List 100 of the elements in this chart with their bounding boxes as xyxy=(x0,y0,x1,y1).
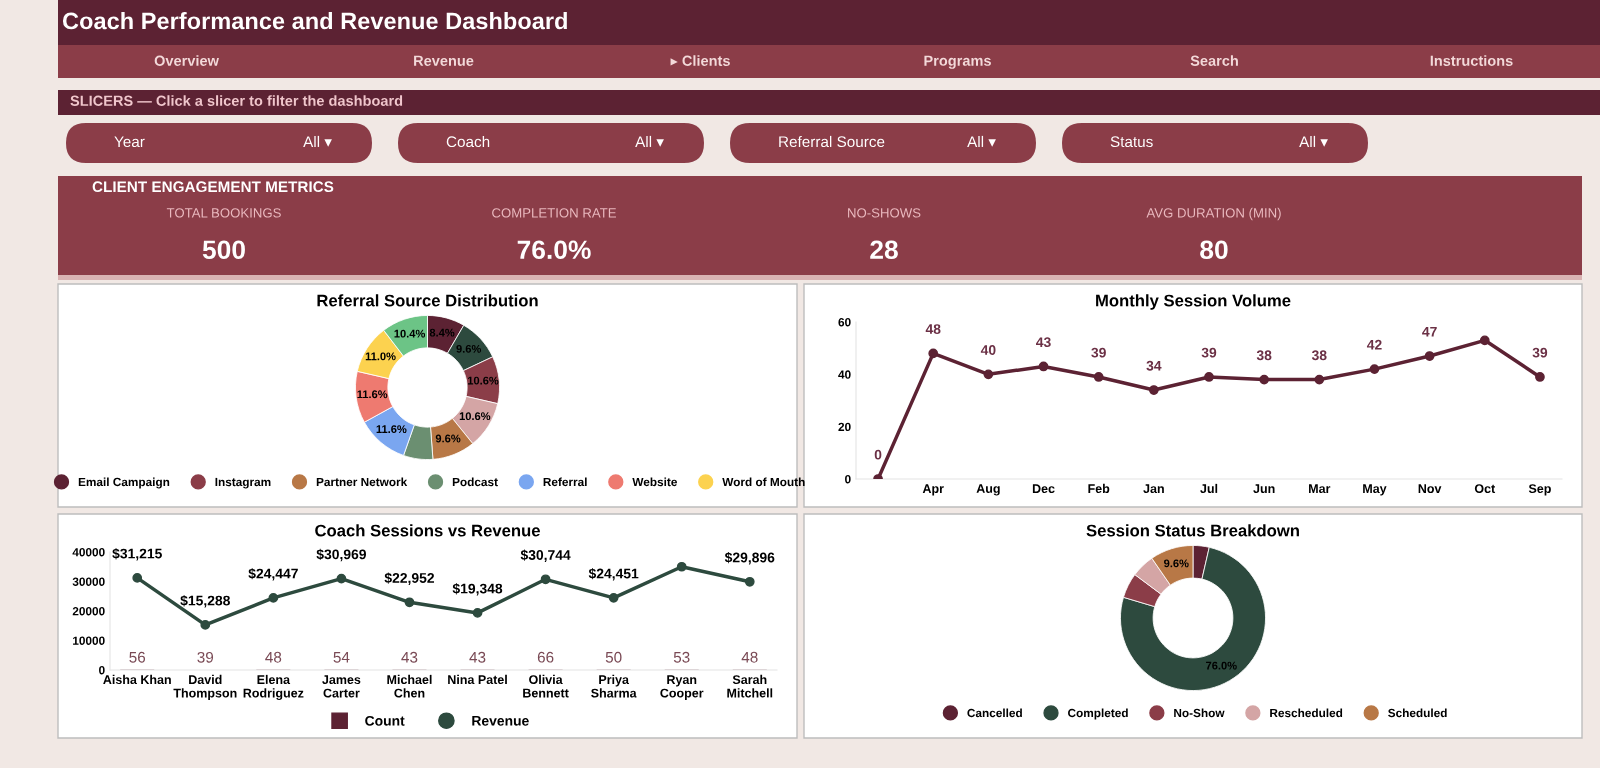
x-tick-label: Oct xyxy=(1474,484,1496,494)
data-label: 48 xyxy=(265,651,282,663)
legend-label: Word of Mouth xyxy=(722,477,805,487)
text: Search xyxy=(1190,55,1238,66)
text: 500 xyxy=(202,240,245,260)
text: 76.0% xyxy=(517,240,591,260)
data-label: $24,451 xyxy=(588,568,639,581)
text: SLICERS — Click a slicer to filter the dashboard xyxy=(70,95,403,106)
text: Status xyxy=(1110,136,1153,148)
x-tick-label: Nov xyxy=(1418,484,1442,494)
text: All ▾ xyxy=(635,135,664,147)
legend-label: Email Campaign xyxy=(78,477,170,489)
data-label: 9.6% xyxy=(456,344,482,353)
x-tick-label: Jan xyxy=(1143,484,1164,494)
chart-title: Monthly Session Volume xyxy=(1096,294,1291,310)
text: Revenue xyxy=(414,55,474,66)
legend-label: Instagram xyxy=(215,477,271,489)
text: Coach Performance and Revenue Dashboard xyxy=(62,12,567,30)
data-label: 39 xyxy=(1532,347,1548,358)
text: CLIENT ENGAGEMENT METRICS xyxy=(92,181,334,193)
x-tick-label: May xyxy=(1363,484,1387,496)
text: 80 xyxy=(1200,240,1228,260)
text: All ▾ xyxy=(1299,135,1328,147)
data-label: 54 xyxy=(333,651,350,663)
data-label: 8.4% xyxy=(429,328,455,337)
text: TOTAL BOOKINGS xyxy=(166,208,281,218)
data-label: $30,744 xyxy=(520,549,571,562)
x-tick-label: Olivia Bennett xyxy=(523,674,569,698)
y-tick-label: 0 xyxy=(845,475,851,484)
data-label: 53 xyxy=(673,651,690,663)
text: Instructions xyxy=(1430,55,1513,66)
data-label: 43 xyxy=(1036,337,1051,348)
legend-label: Cancelled xyxy=(967,708,1022,718)
legend-label: Referral xyxy=(543,477,587,487)
x-tick-label: Sep xyxy=(1528,484,1551,496)
data-label: 47 xyxy=(1422,326,1437,337)
text: AVG DURATION (MIN) xyxy=(1146,207,1281,221)
data-label: 10.6% xyxy=(459,412,491,421)
legend-label: Count xyxy=(365,715,405,726)
data-label: 0 xyxy=(874,449,882,460)
data-label: $22,952 xyxy=(384,572,435,585)
data-label: 43 xyxy=(469,651,486,663)
chart-title: Session Status Breakdown xyxy=(1086,524,1299,537)
data-label: $24,447 xyxy=(248,568,298,581)
data-label: 11.6% xyxy=(357,390,388,399)
data-label: $19,348 xyxy=(452,583,503,596)
y-tick-label: 20000 xyxy=(72,607,105,616)
data-label: 10.6% xyxy=(467,376,499,385)
data-label: 39 xyxy=(1201,347,1217,358)
data-label: 38 xyxy=(1256,350,1272,361)
y-tick-label: 40000 xyxy=(72,548,105,557)
data-label: 40 xyxy=(980,345,996,355)
legend-label: Partner Network xyxy=(316,477,408,487)
x-tick-label: Elena Rodriguez xyxy=(243,674,304,701)
x-tick-label: Sarah Mitchell xyxy=(727,674,773,698)
legend-label: Scheduled xyxy=(1388,708,1447,718)
legend-label: No-Show xyxy=(1174,708,1225,718)
data-label: 42 xyxy=(1366,339,1382,350)
data-label: 9.6% xyxy=(1164,559,1189,568)
data-label: 56 xyxy=(129,651,146,663)
data-label: 11.6% xyxy=(376,425,407,434)
legend-label: Rescheduled xyxy=(1270,708,1343,718)
text: Coach xyxy=(446,135,490,148)
x-tick-label: David Thompson xyxy=(173,674,237,700)
data-label: 48 xyxy=(925,324,941,334)
x-tick-label: Aug xyxy=(976,484,1000,496)
data-label: $31,215 xyxy=(112,548,162,561)
data-label: $30,969 xyxy=(316,548,366,562)
x-tick-label: Aisha Khan xyxy=(103,674,171,685)
data-label: 34 xyxy=(1146,360,1162,371)
chart-title: Referral Source Distribution xyxy=(317,294,538,307)
y-tick-label: 0 xyxy=(99,666,105,675)
x-tick-label: Feb xyxy=(1088,483,1110,494)
text: ▸ Clients xyxy=(670,55,730,66)
text: Year xyxy=(114,136,145,148)
text: Overview xyxy=(154,55,219,66)
data-label: 11.0% xyxy=(365,352,396,361)
x-tick-label: Priya Sharma xyxy=(591,674,637,698)
y-tick-label: 30000 xyxy=(72,577,105,586)
data-label: 48 xyxy=(741,651,758,663)
data-label: 39 xyxy=(197,651,214,663)
x-tick-label: Nina Patel xyxy=(448,674,507,685)
text: All ▾ xyxy=(303,135,332,147)
data-label: 39 xyxy=(1091,347,1106,358)
data-label: 76.0% xyxy=(1206,661,1237,670)
text: Programs xyxy=(924,55,991,69)
x-tick-label: James Carter xyxy=(322,675,361,698)
legend-label: Website xyxy=(632,477,677,487)
text: NO-SHOWS xyxy=(848,208,921,218)
x-tick-label: Apr xyxy=(922,484,944,496)
data-label: 43 xyxy=(401,651,418,663)
data-label: 66 xyxy=(537,651,554,663)
text: Referral Source xyxy=(779,135,885,148)
legend-label: Revenue xyxy=(472,716,529,726)
data-label: $29,896 xyxy=(724,551,775,565)
y-tick-label: 60 xyxy=(838,318,851,327)
chart-title: Coach Sessions vs Revenue xyxy=(315,524,540,537)
x-tick-label: Mar xyxy=(1309,484,1331,494)
x-tick-label: Jul xyxy=(1200,483,1218,494)
legend-label: Podcast xyxy=(452,477,498,487)
